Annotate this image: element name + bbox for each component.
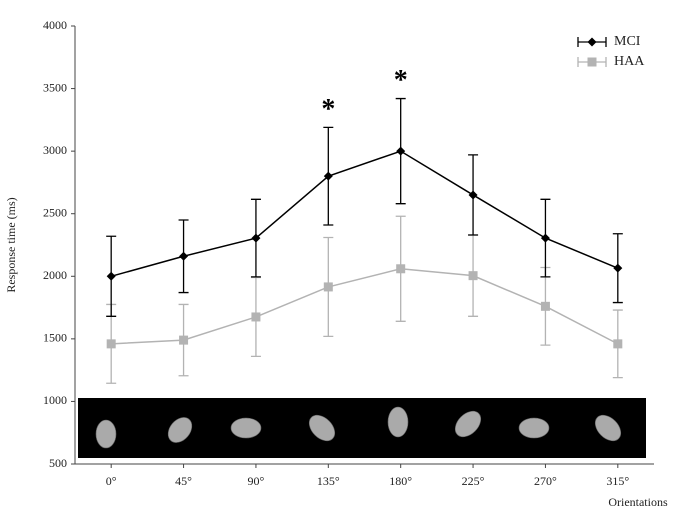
- point: [613, 263, 623, 273]
- y-tick-label: 3000: [43, 143, 67, 157]
- hand-icon: [387, 406, 409, 438]
- point: [396, 146, 406, 156]
- legend-marker: [587, 57, 597, 67]
- hand-icon: [230, 417, 262, 439]
- hand-icon: [594, 414, 622, 442]
- annotation: *: [394, 65, 408, 96]
- strip-background: [78, 398, 646, 458]
- point: [251, 312, 261, 322]
- hand-icon: [518, 417, 550, 439]
- series-line: [110, 150, 619, 278]
- point: [323, 171, 333, 181]
- hand-icon: [454, 410, 482, 438]
- annotation: *: [321, 94, 335, 125]
- series-line: [111, 268, 619, 345]
- x-tick-label: 45°: [175, 474, 192, 488]
- point: [179, 335, 189, 345]
- point: [323, 282, 333, 292]
- hand-strip: [78, 398, 646, 458]
- y-tick-label: 3500: [43, 80, 67, 94]
- x-tick-label: 0°: [106, 474, 117, 488]
- point: [106, 271, 116, 281]
- x-axis-title: Orientations: [608, 495, 668, 509]
- x-tick-label: 315°: [606, 474, 629, 488]
- point: [468, 190, 478, 200]
- point: [251, 233, 261, 243]
- point: [613, 339, 623, 349]
- y-tick-label: 1500: [43, 331, 67, 345]
- point: [540, 301, 550, 311]
- y-tick-label: 500: [49, 456, 67, 470]
- hand-icon: [308, 414, 336, 442]
- y-axis-title: Response time (ms): [4, 197, 18, 292]
- hand-icon: [167, 417, 193, 443]
- y-tick-label: 2000: [43, 268, 67, 282]
- x-tick-label: 135°: [317, 474, 340, 488]
- legend-marker: [587, 37, 597, 47]
- x-tick-label: 90°: [248, 474, 265, 488]
- y-tick-label: 1000: [43, 393, 67, 407]
- x-tick-label: 225°: [462, 474, 485, 488]
- hand-icon: [95, 419, 117, 449]
- y-tick-label: 4000: [43, 18, 67, 32]
- x-tick-label: 180°: [389, 474, 412, 488]
- x-tick-label: 270°: [534, 474, 557, 488]
- point: [396, 264, 406, 274]
- legend-label: HAA: [614, 54, 645, 69]
- point: [106, 339, 116, 349]
- point: [179, 251, 189, 261]
- point: [468, 271, 478, 281]
- legend-label: MCI: [614, 34, 641, 49]
- point: [540, 233, 550, 243]
- y-tick-label: 2500: [43, 205, 67, 219]
